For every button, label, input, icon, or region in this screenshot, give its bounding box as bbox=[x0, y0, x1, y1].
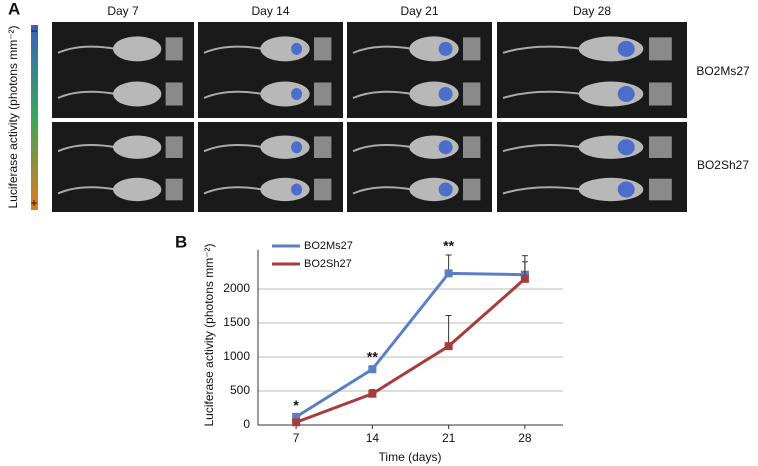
point bbox=[444, 342, 453, 351]
point bbox=[520, 274, 529, 283]
y-tick-label: 1000 bbox=[223, 349, 250, 363]
mouse-tail bbox=[352, 90, 413, 99]
signal bbox=[291, 183, 303, 196]
nose-cone bbox=[649, 37, 672, 61]
nose-cone bbox=[649, 178, 672, 201]
x-axis-label: Time (days) bbox=[379, 450, 442, 464]
day-label: Day 21 bbox=[400, 4, 438, 18]
mouse-body bbox=[260, 135, 310, 159]
mouse-tail bbox=[203, 90, 264, 99]
mouse-tail bbox=[352, 186, 413, 195]
mouse-tail bbox=[203, 143, 264, 153]
row-label: BO2Ms27 bbox=[696, 64, 750, 78]
mouse-tail bbox=[502, 90, 583, 99]
signal bbox=[617, 40, 635, 57]
nose-cone bbox=[463, 136, 481, 158]
nose-cone bbox=[165, 37, 183, 61]
mouse-body bbox=[260, 81, 310, 107]
nose-cone bbox=[463, 37, 481, 61]
mouse-body bbox=[113, 135, 162, 159]
nose-cone bbox=[649, 136, 672, 158]
panel-label: A bbox=[8, 0, 20, 18]
signal bbox=[291, 88, 303, 100]
image-grid bbox=[52, 22, 687, 212]
nose-cone bbox=[165, 82, 183, 106]
series-line bbox=[295, 271, 525, 419]
point bbox=[444, 269, 453, 278]
mouse-body bbox=[113, 36, 162, 62]
mouse-body bbox=[113, 177, 162, 202]
mouse-body bbox=[113, 81, 162, 107]
nose-cone bbox=[649, 82, 672, 106]
mouse-tail bbox=[203, 45, 264, 54]
point bbox=[292, 418, 301, 427]
legend-label: BO2Ms27 bbox=[304, 240, 353, 252]
nose-cone bbox=[314, 136, 332, 158]
mouse-tail bbox=[352, 143, 413, 153]
mouse-tail bbox=[502, 186, 583, 195]
mouse-tail bbox=[502, 45, 583, 54]
x-tick-label: 14 bbox=[366, 431, 380, 445]
signal bbox=[438, 182, 453, 197]
nose-cone bbox=[463, 82, 481, 106]
signal bbox=[617, 139, 635, 156]
mouse-body bbox=[260, 36, 310, 62]
signal bbox=[291, 141, 303, 154]
mouse-body bbox=[260, 177, 310, 202]
signal bbox=[291, 42, 303, 55]
y-axis-label: Luciferase activity (photons mm⁻²) bbox=[202, 243, 216, 426]
colorbar-label: Luciferase activity (photons mm⁻²) bbox=[6, 25, 20, 208]
annotation: ** bbox=[367, 349, 378, 365]
colorbar-min: − bbox=[30, 24, 37, 38]
signal bbox=[617, 86, 635, 102]
row-label: BO2Sh27 bbox=[697, 158, 749, 172]
mouse-tail bbox=[203, 186, 264, 195]
x-tick-label: 28 bbox=[518, 431, 532, 445]
nose-cone bbox=[314, 37, 332, 61]
mouse-tail bbox=[502, 143, 583, 153]
y-tick-label: 2000 bbox=[223, 281, 250, 295]
mouse-tail bbox=[352, 45, 413, 54]
x-tick-label: 7 bbox=[293, 431, 300, 445]
annotation: ** bbox=[443, 238, 454, 254]
mouse-tail bbox=[57, 186, 117, 195]
x-tick-label: 21 bbox=[442, 431, 456, 445]
nose-cone bbox=[165, 178, 183, 201]
point bbox=[368, 365, 377, 374]
mouse-tail bbox=[57, 45, 117, 54]
mouse-tail bbox=[57, 90, 117, 99]
series-line bbox=[295, 277, 526, 424]
nose-cone bbox=[463, 178, 481, 201]
colorbar bbox=[31, 25, 38, 210]
y-tick-label: 0 bbox=[243, 417, 250, 431]
nose-cone bbox=[314, 82, 332, 106]
signal bbox=[438, 41, 453, 56]
day-label: Day 28 bbox=[573, 4, 611, 18]
y-tick-label: 1500 bbox=[223, 315, 250, 329]
panel-label: B bbox=[175, 232, 187, 251]
nose-cone bbox=[165, 136, 183, 158]
colorbar-max: + bbox=[30, 196, 37, 210]
signal bbox=[438, 140, 453, 155]
point bbox=[368, 389, 377, 398]
nose-cone bbox=[314, 178, 332, 201]
point bbox=[292, 412, 301, 421]
day-label: Day 7 bbox=[107, 4, 139, 18]
day-label: Day 14 bbox=[251, 4, 289, 18]
signal bbox=[438, 87, 453, 101]
legend-label: BO2Sh27 bbox=[304, 258, 352, 270]
y-tick-label: 500 bbox=[230, 383, 250, 397]
mouse-tail bbox=[57, 143, 117, 153]
signal bbox=[617, 181, 635, 198]
annotation: * bbox=[293, 397, 299, 413]
